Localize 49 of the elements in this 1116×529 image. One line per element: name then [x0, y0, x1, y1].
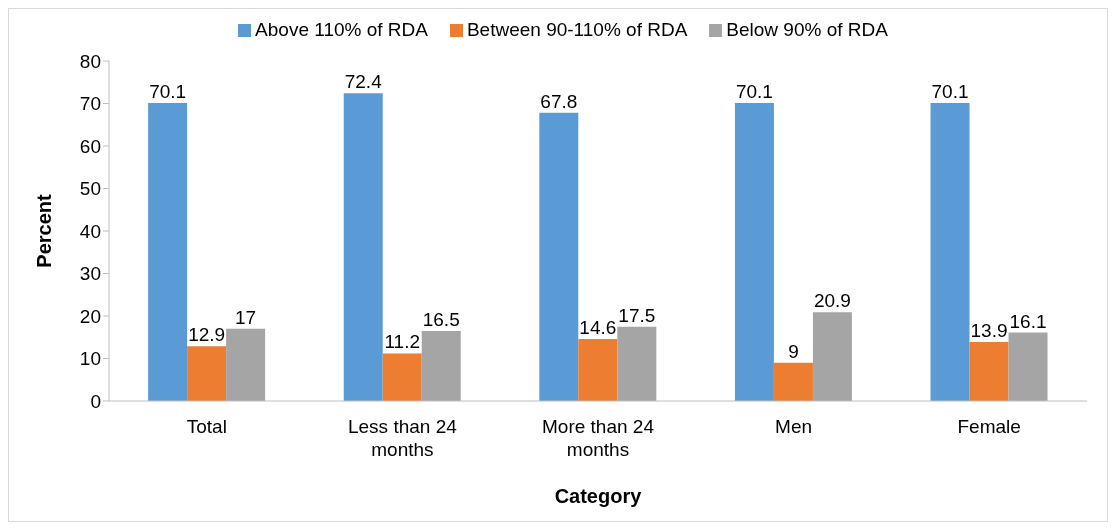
- y-tick-label: 20: [79, 305, 101, 327]
- x-tick-label: Total: [186, 416, 227, 437]
- bar: [187, 346, 227, 401]
- data-label: 11.2: [384, 331, 421, 353]
- data-label: 20.9: [813, 290, 851, 312]
- bar: [382, 353, 422, 401]
- bar: [578, 338, 618, 401]
- y-tick-label: 10: [79, 348, 101, 370]
- data-label: 16.1: [1009, 310, 1047, 332]
- bar: [421, 330, 461, 401]
- data-label: 12.9: [188, 324, 226, 346]
- legend-label: Above 110% of RDA: [254, 19, 428, 41]
- x-tick-label: Female: [957, 416, 1021, 437]
- data-label: 17.5: [618, 304, 656, 326]
- y-tick-label: 70: [79, 93, 101, 115]
- y-axis-title: Percent: [33, 193, 56, 268]
- x-tick-label: More than 24 months: [542, 416, 655, 460]
- y-tick-label: 50: [79, 178, 101, 200]
- bar: [734, 103, 774, 401]
- data-label: 9: [788, 340, 799, 362]
- legend-label: Between 90-110% of RDA: [465, 19, 688, 41]
- bar: [148, 103, 188, 401]
- data-label: 13.9: [970, 319, 1008, 341]
- legend-label: Below 90% of RDA: [725, 19, 888, 41]
- data-label: 14.6: [579, 316, 617, 338]
- data-label: 72.4: [344, 71, 383, 93]
- y-tick-label: 80: [79, 50, 101, 72]
- bar: [773, 362, 813, 401]
- bar: [226, 328, 266, 401]
- data-label: 16.5: [422, 308, 460, 330]
- data-label: 17: [235, 306, 257, 328]
- x-axis-title: Category: [554, 485, 643, 507]
- y-tick-label: 0: [90, 390, 101, 412]
- bar: [930, 103, 970, 401]
- bar: [617, 326, 657, 401]
- bar: [812, 312, 852, 401]
- x-tick-label: Less than 24 months: [347, 416, 458, 460]
- y-tick-label: 40: [79, 220, 101, 242]
- bar: [343, 93, 383, 401]
- y-tick-label: 30: [79, 263, 101, 285]
- y-tick-label: 60: [79, 135, 101, 157]
- data-label: 70.1: [149, 81, 187, 103]
- bar: [969, 341, 1009, 401]
- bar: [539, 112, 579, 401]
- bar: [1008, 332, 1048, 401]
- data-label: 70.1: [931, 81, 969, 103]
- data-label: 70.1: [735, 81, 773, 103]
- x-tick-label: Men: [775, 416, 813, 437]
- data-label: 67.8: [540, 90, 578, 112]
